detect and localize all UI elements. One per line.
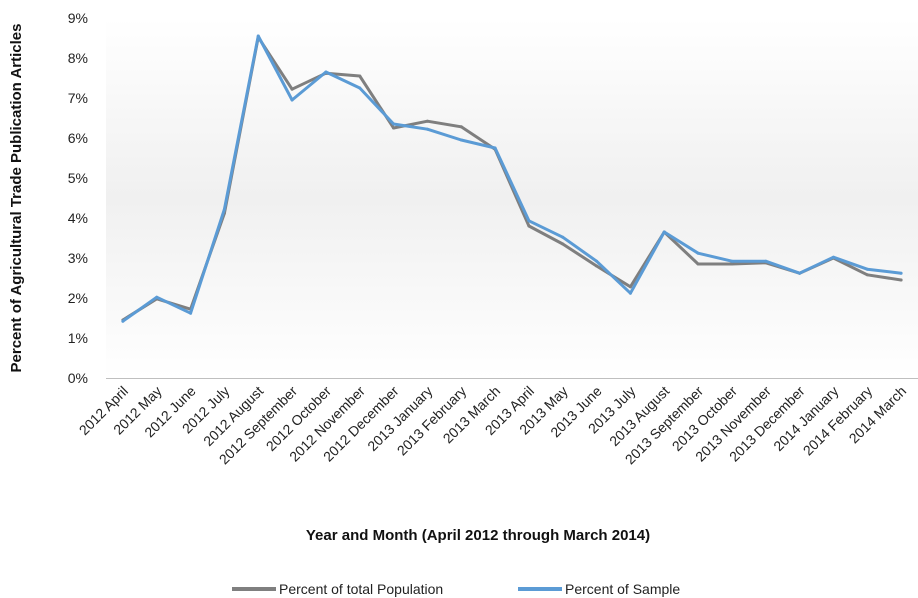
population-data-point [425,119,429,123]
population-data-point [899,278,903,282]
sample-data-point [256,34,260,38]
sample-data-point [222,207,226,211]
population-data-point [628,285,632,289]
sample-data-point [392,122,396,126]
y-tick-label: 0% [68,370,88,386]
sample-data-point [628,291,632,295]
sample-data-point [764,259,768,263]
population-data-point [595,264,599,268]
sample-data-point [899,271,903,275]
series-lines [121,34,903,323]
y-tick-label: 4% [68,210,88,226]
y-tick-label: 1% [68,330,88,346]
sample-data-point [155,295,159,299]
population-data-point [459,125,463,129]
sample-data-point [324,70,328,74]
sample-data-point [662,230,666,234]
sample-data-point [189,311,193,315]
legend-item-sample: Percent of Sample [518,581,680,597]
y-tick-label: 2% [68,290,88,306]
sample-data-point [865,267,869,271]
population-data-point [730,262,734,266]
y-tick-label: 7% [68,90,88,106]
sample-data-point [831,255,835,259]
sample-data-point [459,138,463,142]
sample-data-point [527,219,531,223]
legend-item-population: Percent of total Population [232,581,443,597]
sample-data-point [358,86,362,90]
sample-data-point [595,259,599,263]
population-data-point [290,87,294,91]
population-data-point [561,242,565,246]
series-line-sample [121,34,903,323]
y-tick-label: 6% [68,130,88,146]
legend: Percent of total Population Percent of S… [232,581,680,597]
x-axis-title: Year and Month (April 2012 through March… [306,527,650,544]
population-data-point [358,74,362,78]
sample-data-point [561,235,565,239]
sample-data-point [696,251,700,255]
sample-data-point [493,146,497,150]
sample-data-point [798,271,802,275]
y-tick-label: 3% [68,250,88,266]
population-data-point [392,126,396,130]
plot-background [106,18,918,378]
sample-data-point [730,259,734,263]
population-data-point [865,273,869,277]
y-axis-ticks: 0% 1% 2% 3% 4% 5% 6% 7% 8% 9% [68,10,88,386]
sample-data-point [121,319,125,323]
legend-label-population: Percent of total Population [279,581,443,597]
y-tick-label: 8% [68,50,88,66]
sample-data-point [290,98,294,102]
population-data-point [696,262,700,266]
sample-data-point [425,127,429,131]
y-axis-title: Percent of Agricultural Trade Publicatio… [8,24,25,373]
population-data-point [527,224,531,228]
y-tick-label: 9% [68,10,88,26]
y-tick-label: 5% [68,170,88,186]
legend-label-sample: Percent of Sample [565,581,680,597]
